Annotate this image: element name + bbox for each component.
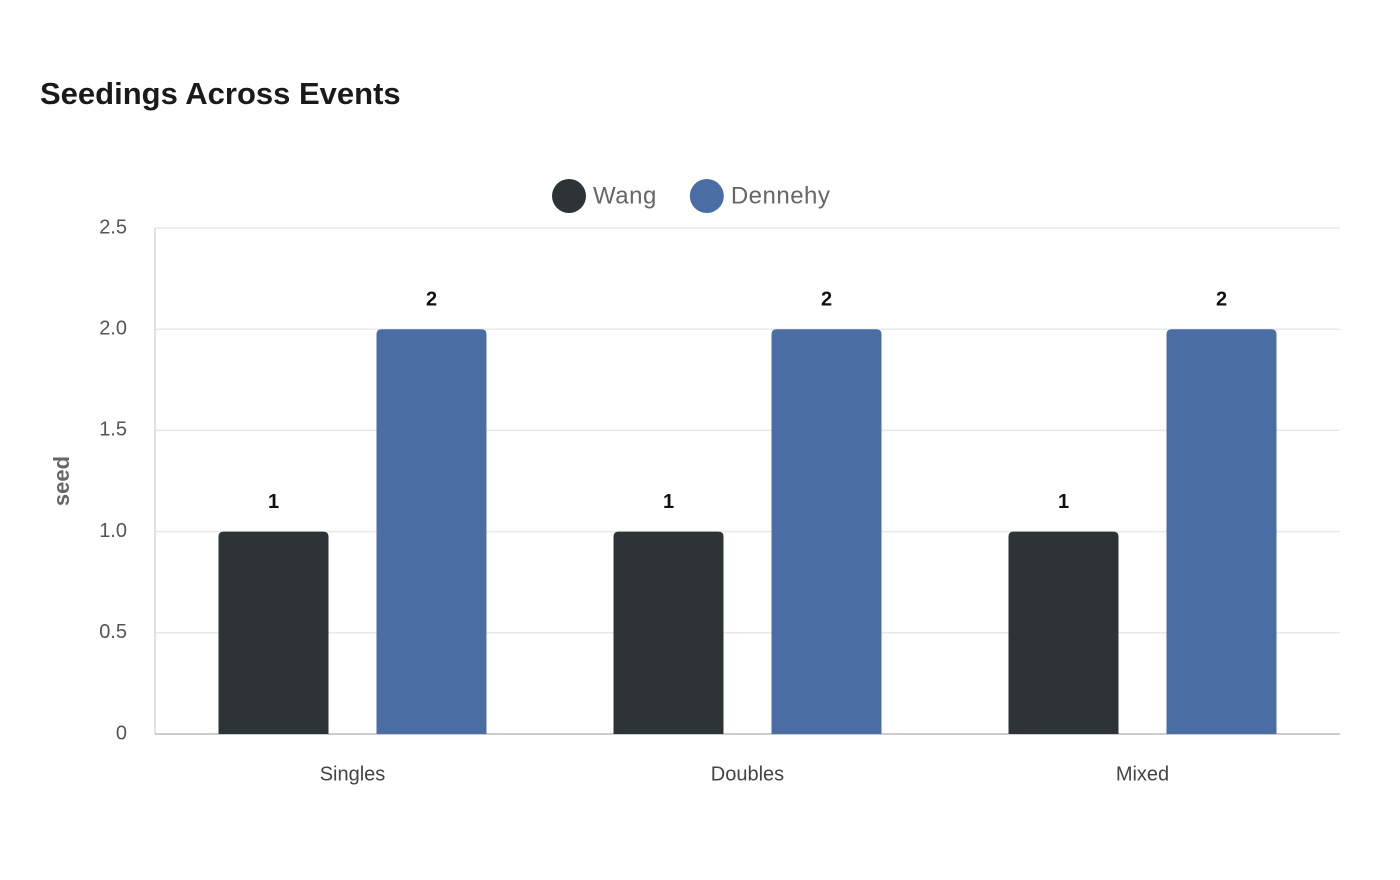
y-axis-label: seed <box>49 456 74 506</box>
value-label: 1 <box>1058 491 1069 513</box>
legend-label: Wang <box>593 182 657 209</box>
bar <box>1008 531 1119 734</box>
bar <box>218 531 329 734</box>
value-label: 2 <box>426 288 437 310</box>
x-tick-label: Singles <box>320 763 386 785</box>
bar <box>376 329 487 734</box>
bar <box>1166 329 1277 734</box>
legend-marker <box>552 179 586 213</box>
x-tick-label: Doubles <box>711 763 784 785</box>
value-label: 1 <box>268 491 279 513</box>
y-tick-label: 2.0 <box>99 317 127 339</box>
value-label: 2 <box>1216 288 1227 310</box>
y-tick-label: 2.5 <box>99 216 127 238</box>
y-tick-label: 1.0 <box>99 520 127 542</box>
chart-title: Seedings Across Events <box>40 76 401 111</box>
bar <box>613 531 724 734</box>
y-tick-label: 1.5 <box>99 419 127 441</box>
bar <box>771 329 882 734</box>
y-tick-label: 0 <box>116 722 127 744</box>
legend-label: Dennehy <box>731 182 831 209</box>
value-label: 2 <box>821 288 832 310</box>
y-tick-label: 0.5 <box>99 621 127 643</box>
value-label: 1 <box>663 491 674 513</box>
x-tick-label: Mixed <box>1116 763 1169 785</box>
legend-marker <box>689 179 724 213</box>
